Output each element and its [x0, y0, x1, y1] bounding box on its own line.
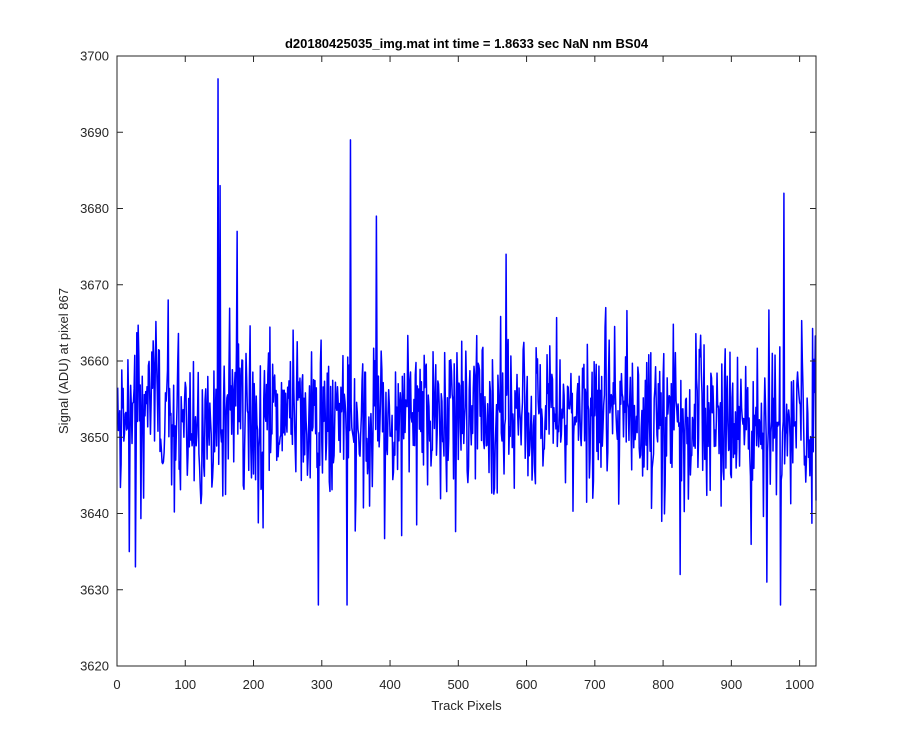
x-tick-label: 800: [652, 677, 674, 692]
chart-title: d20180425035_img.mat int time = 1.8633 s…: [285, 36, 649, 51]
y-tick-label: 3630: [80, 582, 109, 597]
x-tick-label: 600: [516, 677, 538, 692]
y-axis-ticks: 3620 3630 3640 3650 3660 3670 3680 3690 3700: [80, 49, 816, 674]
x-tick-label: 900: [721, 677, 743, 692]
x-tick-label: 1000: [785, 677, 814, 692]
x-tick-label: 300: [311, 677, 333, 692]
y-tick-label: 3620: [80, 659, 109, 674]
x-tick-label: 400: [379, 677, 401, 692]
x-axis-label: Track Pixels: [431, 698, 502, 713]
series-layer: [116, 78, 817, 606]
y-tick-label: 3670: [80, 277, 109, 292]
y-tick-label: 3640: [80, 506, 109, 521]
x-tick-label: 700: [584, 677, 606, 692]
y-tick-label: 3650: [80, 430, 109, 445]
y-tick-label: 3690: [80, 125, 109, 140]
x-tick-label: 200: [243, 677, 265, 692]
y-tick-label: 3700: [80, 49, 109, 64]
x-tick-label: 0: [113, 677, 120, 692]
y-tick-label: 3680: [80, 201, 109, 216]
x-tick-label: 100: [174, 677, 196, 692]
x-axis-ticks: 0 100 200 300 400 500 600 700 800 900 1000: [113, 56, 814, 692]
series-line: [116, 78, 817, 606]
x-tick-label: 500: [447, 677, 469, 692]
y-tick-label: 3660: [80, 354, 109, 369]
y-axis-label: Signal (ADU) at pixel 867: [56, 288, 71, 434]
